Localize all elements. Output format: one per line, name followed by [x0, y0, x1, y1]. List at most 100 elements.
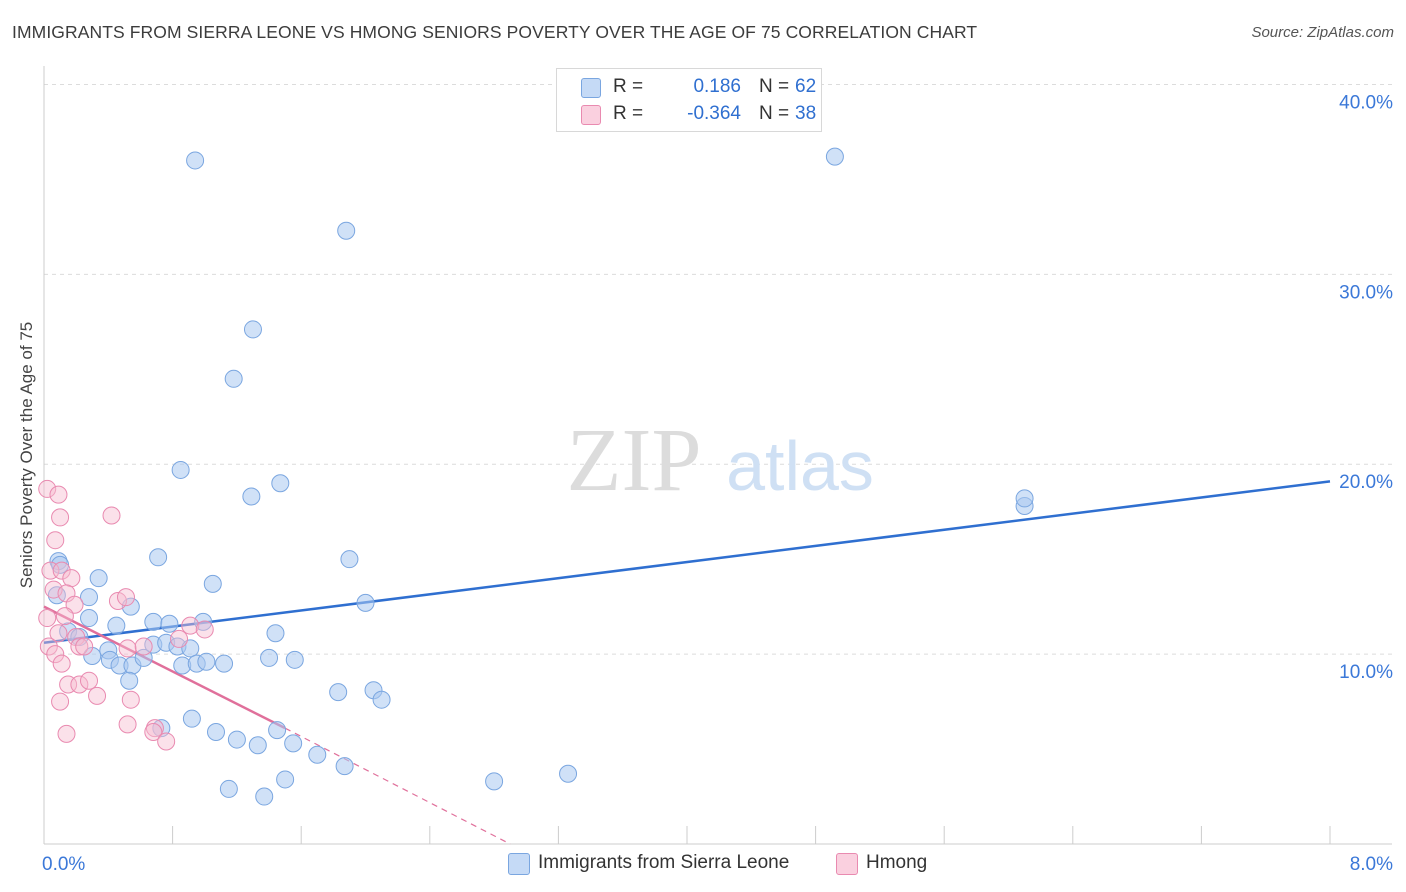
point-hmong: [49, 485, 68, 504]
trend-line-hmong: [43, 605, 286, 730]
point-sierra-leone: [224, 369, 243, 388]
point-sierra-leone: [207, 722, 226, 741]
point-hmong: [144, 722, 163, 741]
x-tick-label: 8.0%: [1350, 854, 1393, 875]
point-sierra-leone: [276, 770, 295, 789]
watermark-zip: ZIP: [567, 411, 702, 510]
point-sierra-leone: [186, 151, 205, 170]
point-sierra-leone: [337, 221, 356, 240]
point-hmong: [55, 607, 74, 626]
point-hmong: [80, 671, 99, 690]
point-sierra-leone: [80, 609, 99, 628]
axes: [43, 66, 1392, 845]
point-sierra-leone: [340, 550, 359, 569]
y-tick-label: 40.0%: [1339, 92, 1393, 113]
point-sierra-leone: [149, 548, 168, 567]
source-label: Source: ZipAtlas.com: [1251, 24, 1394, 41]
point-sierra-leone: [144, 612, 163, 631]
point-sierra-leone: [308, 745, 327, 764]
legend-n-value-sierra-leone: 62: [795, 76, 817, 97]
legend-n-label: N =: [759, 103, 790, 124]
point-sierra-leone: [260, 648, 279, 667]
point-hmong: [38, 479, 57, 498]
point-hmong: [46, 531, 65, 550]
point-hmong: [195, 620, 214, 639]
watermark-atlas: atlas: [726, 427, 874, 505]
point-sierra-leone: [255, 787, 274, 806]
point-hmong: [70, 675, 89, 694]
point-hmong: [38, 609, 57, 628]
point-hmong: [88, 686, 107, 705]
y-tick-label: 30.0%: [1339, 282, 1393, 303]
y-axis-label-group: Seniors Poverty Over the Age of 75: [17, 322, 36, 588]
watermark: ZIP atlas: [567, 411, 874, 510]
point-sierra-leone: [825, 147, 844, 166]
bottom-legend-label-sierra-leone: Immigrants from Sierra Leone: [538, 852, 790, 873]
point-sierra-leone: [1015, 489, 1034, 508]
point-hmong: [51, 508, 70, 527]
trend-line-sierra-leone: [43, 480, 1331, 644]
point-sierra-leone: [335, 757, 354, 776]
point-sierra-leone: [284, 734, 303, 753]
point-sierra-leone: [356, 593, 375, 612]
point-sierra-leone: [243, 320, 262, 339]
correlation-legend: R = 0.186 N = 62 R = -0.364 N = 38: [556, 68, 822, 132]
data-points: [38, 147, 1034, 806]
bottom-legend-label-hmong: Hmong: [866, 852, 928, 873]
trend-line-hmong-extension: [284, 727, 511, 845]
point-hmong: [49, 624, 68, 643]
legend-n-value-hmong: 38: [795, 103, 817, 124]
bottom-legend-swatch-hmong: [836, 853, 858, 875]
point-sierra-leone: [215, 654, 234, 673]
point-sierra-leone: [120, 671, 139, 690]
point-hmong: [116, 588, 135, 607]
point-hmong: [181, 616, 200, 635]
point-sierra-leone: [485, 772, 504, 791]
y-tick-label: 20.0%: [1339, 472, 1393, 493]
point-sierra-leone: [268, 721, 287, 740]
legend-swatch-sierra-leone: [581, 78, 601, 98]
point-sierra-leone: [219, 779, 238, 798]
point-sierra-leone: [89, 569, 108, 588]
point-sierra-leone: [171, 460, 190, 479]
point-sierra-leone: [372, 690, 391, 709]
point-sierra-leone: [248, 736, 267, 755]
legend-r-value-sierra-leone: 0.186: [693, 76, 741, 97]
legend-n-label: N =: [759, 76, 790, 97]
point-hmong: [52, 654, 71, 673]
x-tick-label: 0.0%: [42, 854, 85, 875]
legend-r-value-hmong: -0.364: [687, 103, 741, 124]
point-sierra-leone: [80, 588, 99, 607]
point-hmong: [51, 692, 70, 711]
point-hmong: [134, 637, 153, 656]
legend-r-label: R =: [613, 103, 644, 124]
trend-lines: [43, 480, 1331, 845]
y-axis-label: Seniors Poverty Over the Age of 75: [17, 322, 36, 588]
point-hmong: [75, 637, 94, 656]
point-sierra-leone: [182, 709, 201, 728]
point-hmong: [57, 724, 76, 743]
point-hmong: [62, 569, 81, 588]
tick-labels: 10.0% 20.0% 30.0% 40.0% 0.0% 8.0%: [42, 92, 1393, 875]
point-sierra-leone: [285, 650, 304, 669]
point-hmong: [121, 690, 140, 709]
point-sierra-leone: [107, 616, 126, 635]
point-hmong: [118, 639, 137, 658]
y-tick-label: 10.0%: [1339, 662, 1393, 683]
gridlines: [44, 83, 1392, 655]
point-sierra-leone: [203, 574, 222, 593]
legend-r-label: R =: [613, 76, 644, 97]
point-hmong: [157, 732, 176, 751]
point-sierra-leone: [160, 614, 179, 633]
point-hmong: [70, 637, 89, 656]
point-hmong: [46, 645, 65, 664]
point-sierra-leone: [271, 474, 290, 493]
bottom-legend-swatch-sierra-leone: [508, 853, 530, 875]
point-sierra-leone: [266, 624, 285, 643]
point-sierra-leone: [227, 730, 246, 749]
point-hmong: [52, 561, 71, 580]
point-sierra-leone: [242, 487, 261, 506]
point-hmong: [39, 637, 58, 656]
point-hmong: [118, 715, 137, 734]
